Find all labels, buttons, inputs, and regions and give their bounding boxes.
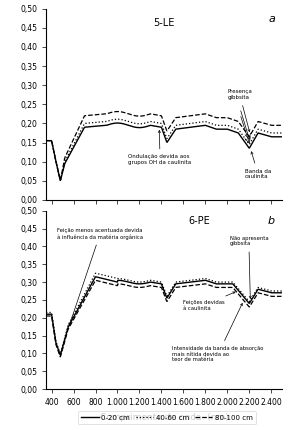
Text: 5-LE: 5-LE (154, 18, 175, 28)
Text: Banda da
caulinita: Banda da caulinita (245, 152, 271, 179)
Text: Intensidade da banda de absorção
mais nítida devida ao
teor de matéria: Intensidade da banda de absorção mais ní… (173, 304, 264, 362)
Text: Presença
gibbsita: Presença gibbsita (227, 89, 252, 132)
Text: a: a (268, 14, 275, 25)
Text: Ondulação devida aos
grupos OH da caulinita: Ondulação devida aos grupos OH da caulin… (128, 130, 192, 165)
Text: 6-PE: 6-PE (189, 216, 211, 226)
X-axis label: Comprimento de onda  (nm): Comprimento de onda (nm) (100, 413, 229, 422)
Text: Feições devidas
à caulinita: Feições devidas à caulinita (183, 292, 235, 311)
Text: Feição menos acentuada devida
à influência da matéria orgânica: Feição menos acentuada devida à influênc… (57, 228, 143, 326)
Text: Não apresenta
gibbsita: Não apresenta gibbsita (230, 236, 268, 298)
Text: b: b (268, 216, 275, 226)
Legend: 0-20 cm, 40-60 cm, 80-100 cm: 0-20 cm, 40-60 cm, 80-100 cm (78, 412, 256, 424)
